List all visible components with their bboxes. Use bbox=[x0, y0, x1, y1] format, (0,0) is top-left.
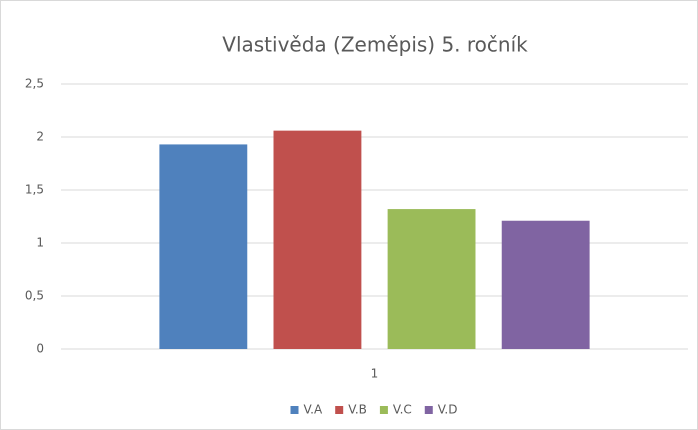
y-tick-label: 0,5 bbox=[25, 289, 44, 303]
bar bbox=[501, 220, 590, 349]
legend-label: V.A bbox=[304, 403, 323, 417]
legend-swatch bbox=[290, 406, 299, 414]
legend-swatch bbox=[379, 406, 388, 414]
x-tick-label: 1 bbox=[371, 367, 379, 381]
y-tick-label: 1 bbox=[36, 236, 44, 250]
chart-title: Vlastivěda (Zeměpis) 5. ročník bbox=[222, 33, 528, 57]
legend-label: V.B bbox=[348, 403, 367, 417]
bar bbox=[273, 130, 362, 349]
legend-label: V.C bbox=[393, 403, 412, 417]
y-tick-label: 0 bbox=[36, 342, 44, 356]
legend-label: V.D bbox=[438, 403, 458, 417]
y-tick-label: 1,5 bbox=[25, 183, 44, 197]
y-tick-label: 2,5 bbox=[25, 77, 44, 91]
bar bbox=[159, 144, 248, 349]
legend-swatch bbox=[335, 406, 344, 414]
legend-swatch bbox=[424, 406, 433, 414]
y-tick-label: 2 bbox=[36, 130, 44, 144]
bar bbox=[387, 209, 476, 349]
